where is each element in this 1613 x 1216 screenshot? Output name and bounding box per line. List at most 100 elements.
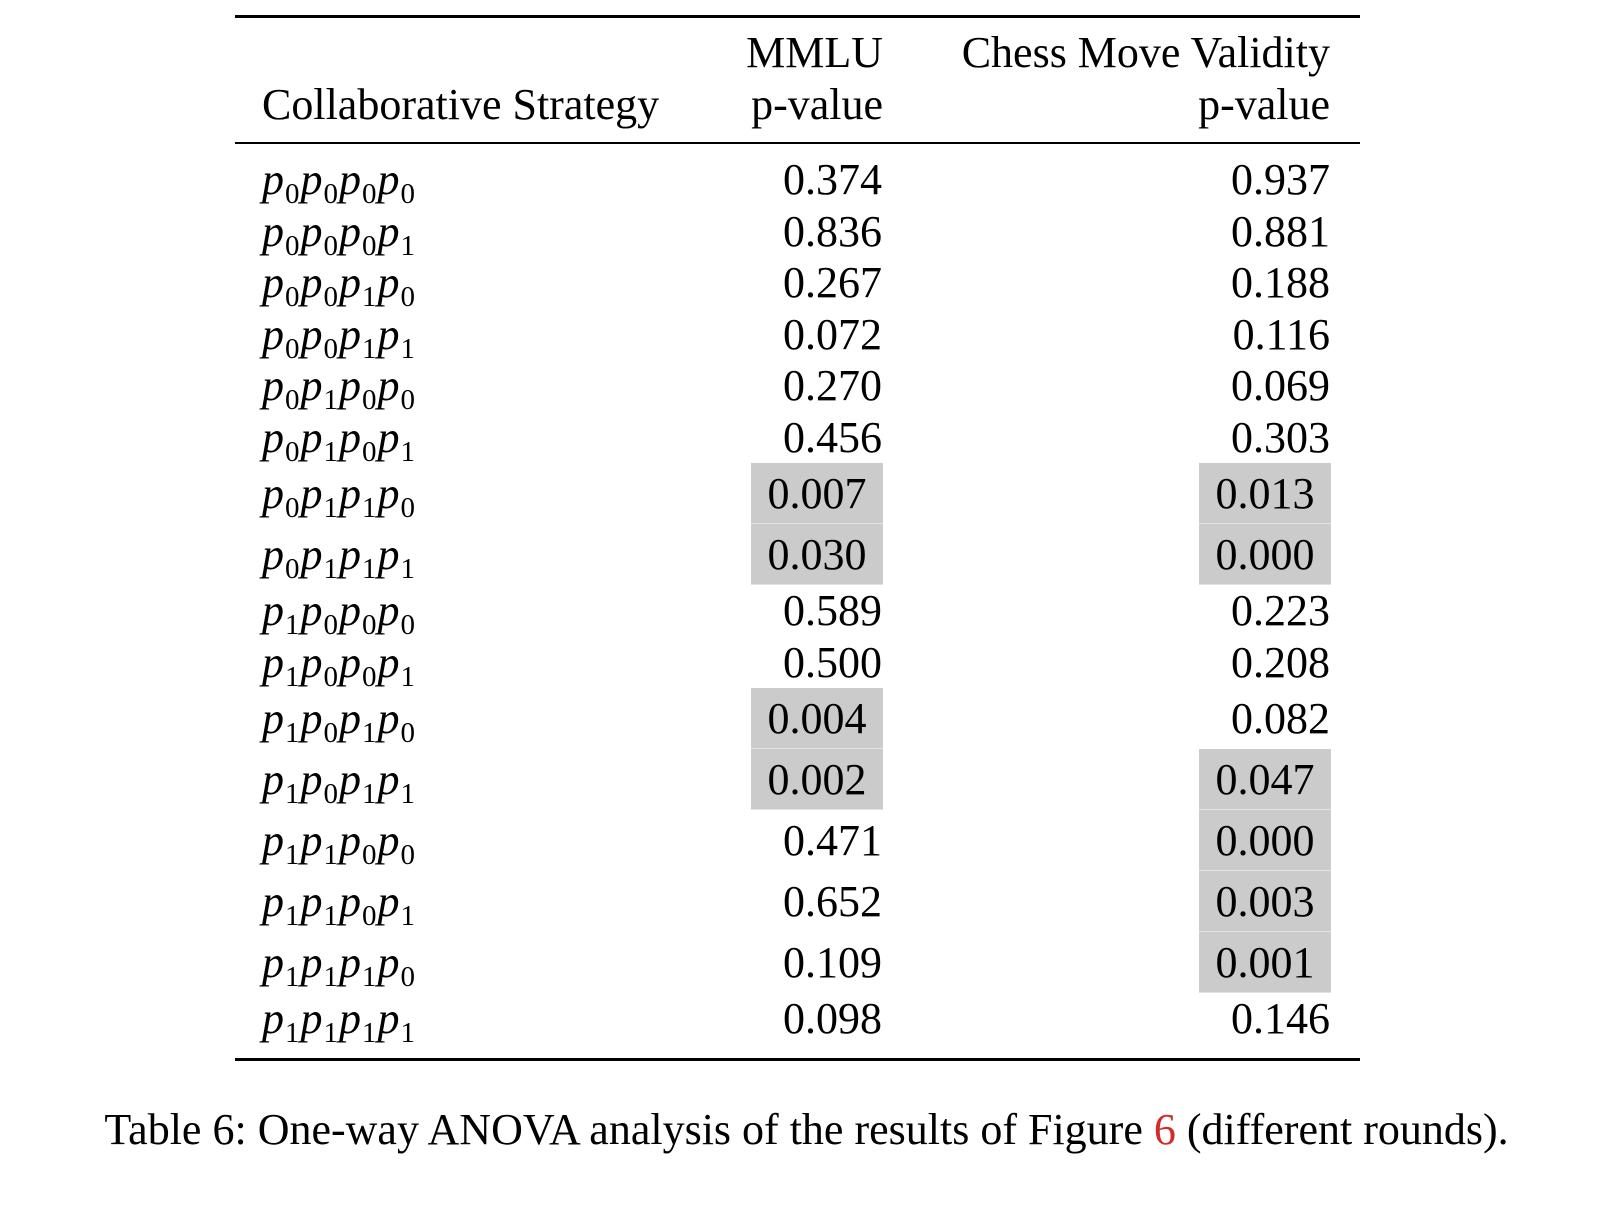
header-strategy: Collaborative Strategy <box>262 80 660 129</box>
chess-pvalue-significant: 0.003 <box>1199 871 1331 932</box>
strategy-term: p1 <box>377 412 416 468</box>
figure-reference-link[interactable]: 6 <box>1153 1105 1176 1154</box>
strategy-subscript: 1 <box>323 1017 339 1050</box>
mmlu-pvalue-significant: 0.030 <box>751 524 883 585</box>
chess-pvalue-significant: 0.013 <box>1199 463 1331 524</box>
table-row: p1 p0 p1 p1 0.002 0.047 <box>235 749 1360 810</box>
strategy-cell: p0 p1 p0 p1 <box>262 412 416 468</box>
strategy-term: p1 <box>339 694 377 749</box>
strategy-subscript: 1 <box>400 435 416 468</box>
strategy-term: p1 <box>300 469 339 524</box>
strategy-term: p0 <box>262 309 300 365</box>
strategy-subscript: 0 <box>362 660 377 693</box>
strategy-term: p1 <box>300 816 339 871</box>
strategy-subscript: 0 <box>362 900 377 932</box>
strategy-term: p1 <box>339 258 377 314</box>
caption-text: Table 6: One-way ANOVA analysis of the r… <box>104 1105 1154 1154</box>
strategy-term: p1 <box>377 309 416 365</box>
strategy-subscript: 1 <box>285 1017 300 1050</box>
strategy-term: p0 <box>300 586 339 642</box>
table-row: p0 p1 p0 p1 0.456 0.303 <box>235 412 1360 468</box>
strategy-term: p0 <box>262 361 300 417</box>
table-row: p0 p1 p1 p1 0.030 0.000 <box>235 524 1360 585</box>
chess-pvalue: 0.208 <box>1231 637 1330 687</box>
strategy-term: p1 <box>262 994 300 1050</box>
chess-pvalue: 0.881 <box>1231 206 1330 256</box>
strategy-term: p1 <box>339 994 377 1050</box>
strategy-term: p0 <box>300 637 339 693</box>
strategy-term: p1 <box>300 877 339 932</box>
header-mmlu-title: MMLU <box>746 28 883 77</box>
strategy-subscript: 1 <box>400 229 416 262</box>
strategy-subscript: 1 <box>362 332 377 365</box>
strategy-cell: p0 p0 p0 p1 <box>262 206 416 262</box>
chess-pvalue: 0.082 <box>1231 694 1330 743</box>
strategy-subscript: 0 <box>323 660 339 693</box>
strategy-term: p1 <box>377 530 416 585</box>
strategy-term: p0 <box>262 206 300 262</box>
strategy-subscript: 0 <box>400 839 416 871</box>
strategy-cell: p0 p1 p0 p0 <box>262 360 416 417</box>
strategy-subscript: 0 <box>362 384 377 417</box>
strategy-term: p1 <box>262 755 300 810</box>
strategy-subscript: 0 <box>400 178 416 211</box>
mmlu-pvalue: 0.374 <box>783 155 882 205</box>
strategy-subscript: 0 <box>362 609 377 642</box>
table-row: p0 p0 p0 p1 0.836 0.881 <box>235 206 1360 262</box>
strategy-term: p0 <box>339 206 377 262</box>
caption-suffix: (different rounds). <box>1175 1105 1509 1154</box>
strategy-subscript: 0 <box>362 839 377 871</box>
table-row: p0 p0 p1 p1 0.072 0.116 <box>235 309 1360 365</box>
strategy-subscript: 1 <box>285 778 300 810</box>
table-row: p1 p0 p0 p0 0.589 0.223 <box>235 585 1360 642</box>
strategy-subscript: 0 <box>323 229 339 262</box>
strategy-term: p0 <box>262 258 300 314</box>
strategy-subscript: 0 <box>400 717 416 749</box>
strategy-term: p1 <box>339 755 377 810</box>
strategy-subscript: 0 <box>400 492 416 524</box>
strategy-subscript: 0 <box>362 435 377 468</box>
chess-pvalue: 0.069 <box>1231 361 1330 411</box>
strategy-term: p1 <box>300 361 339 417</box>
strategy-subscript: 1 <box>285 839 300 871</box>
strategy-term: p1 <box>262 877 300 932</box>
table-caption: Table 6: One-way ANOVA analysis of the r… <box>0 1104 1613 1156</box>
strategy-term: p0 <box>377 694 416 749</box>
strategy-cell: p0 p0 p0 p0 <box>262 154 416 209</box>
strategy-term: p1 <box>339 530 377 585</box>
strategy-term: p1 <box>300 938 339 993</box>
chess-pvalue-significant: 0.047 <box>1199 749 1331 810</box>
strategy-subscript: 1 <box>323 435 339 468</box>
strategy-term: p1 <box>300 412 339 468</box>
strategy-term: p0 <box>377 938 416 993</box>
strategy-cell: p1 p1 p0 p0 <box>262 810 416 871</box>
mmlu-pvalue-significant: 0.004 <box>751 688 883 749</box>
strategy-term: p1 <box>262 938 300 993</box>
strategy-subscript: 1 <box>323 492 339 524</box>
strategy-term: p0 <box>300 755 339 810</box>
strategy-subscript: 1 <box>400 332 416 365</box>
strategy-subscript: 0 <box>285 492 300 524</box>
table-row: p0 p1 p0 p0 0.270 0.069 <box>235 360 1360 417</box>
strategy-subscript: 0 <box>400 281 416 314</box>
strategy-subscript: 0 <box>362 178 377 211</box>
strategy-subscript: 1 <box>362 717 377 749</box>
strategy-cell: p1 p1 p1 p1 <box>262 993 416 1050</box>
chess-pvalue: 0.146 <box>1231 994 1330 1044</box>
strategy-cell: p1 p0 p0 p1 <box>262 637 416 693</box>
header-mmlu-pvalue: p-value <box>751 80 883 129</box>
strategy-term: p1 <box>300 530 339 585</box>
table-row: p1 p1 p1 p1 0.098 0.146 <box>235 993 1360 1050</box>
mmlu-pvalue: 0.652 <box>783 877 882 926</box>
strategy-term: p1 <box>300 994 339 1050</box>
strategy-subscript: 0 <box>323 178 339 211</box>
strategy-term: p0 <box>300 309 339 365</box>
mmlu-pvalue: 0.471 <box>783 816 882 865</box>
mmlu-pvalue: 0.270 <box>783 361 882 411</box>
strategy-subscript: 0 <box>285 332 300 365</box>
chess-pvalue: 0.223 <box>1231 586 1330 636</box>
strategy-term: p1 <box>262 586 300 642</box>
strategy-subscript: 1 <box>323 384 339 417</box>
mmlu-pvalue: 0.456 <box>783 412 882 462</box>
strategy-subscript: 0 <box>323 332 339 365</box>
